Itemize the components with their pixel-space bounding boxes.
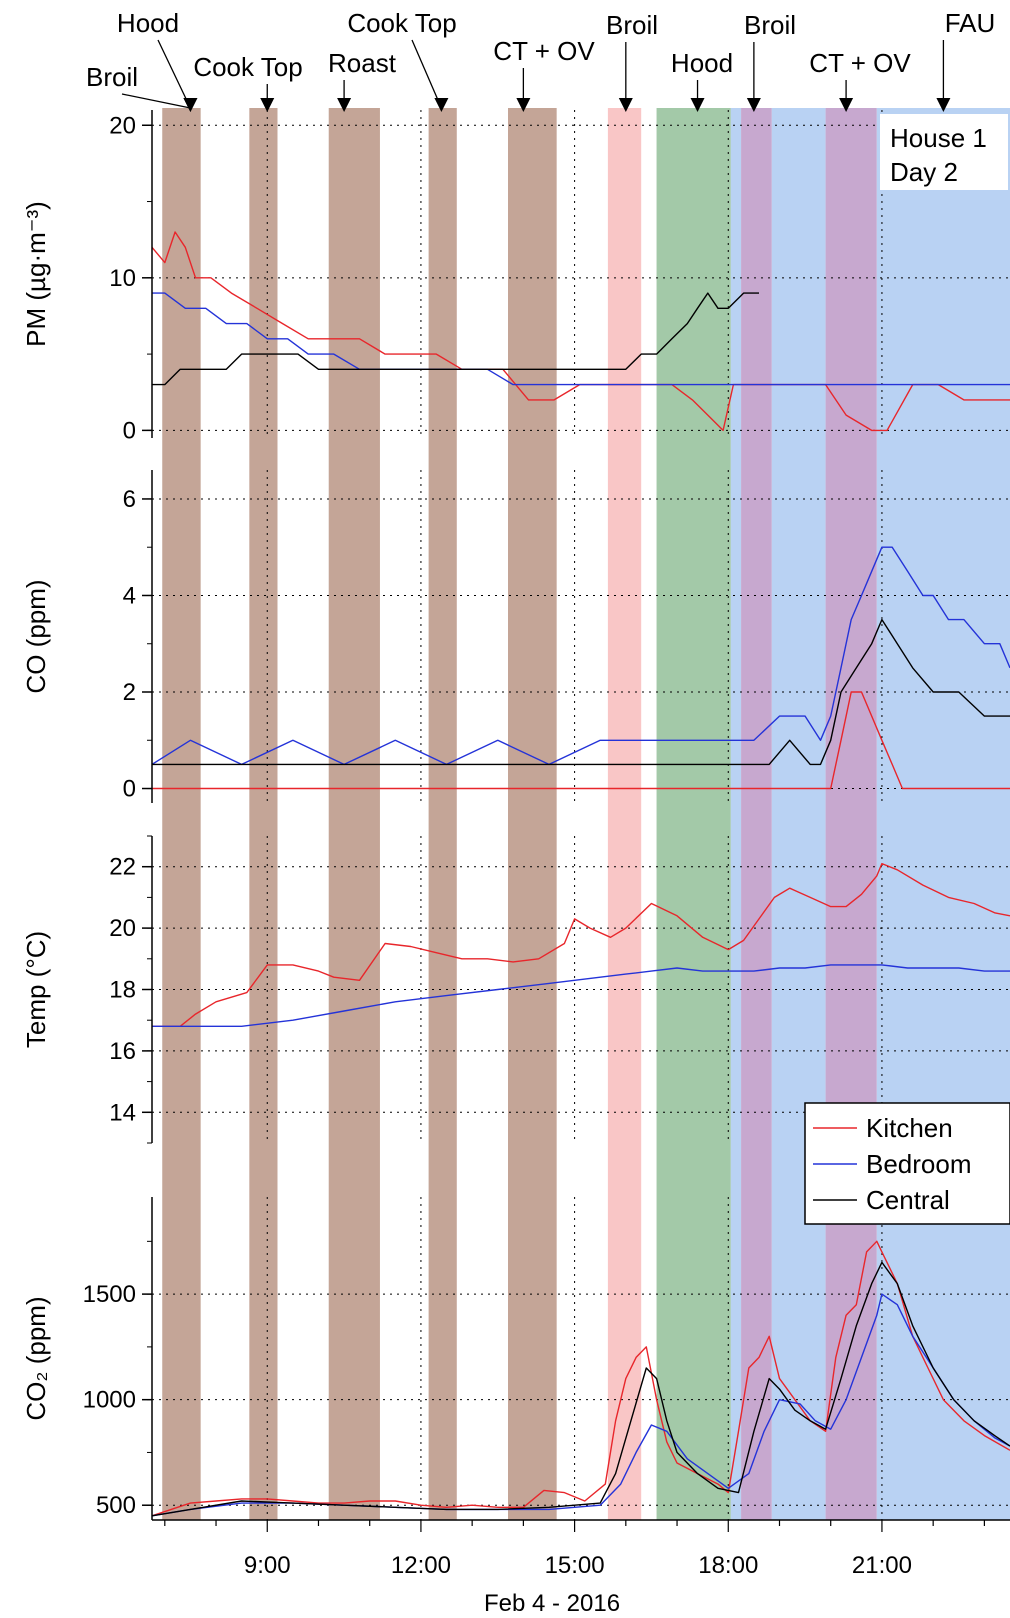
series-1-kitchen bbox=[152, 691, 1010, 790]
event-arrowhead-8 bbox=[746, 98, 761, 112]
shaded-period-1 bbox=[249, 108, 278, 1520]
xtick-label-1: 12:00 bbox=[391, 1552, 451, 1579]
series-0-bedroom bbox=[152, 292, 1010, 386]
event-label-5: CT + OV bbox=[493, 36, 595, 66]
event-arrowhead-6 bbox=[618, 98, 633, 112]
xtick-label-2: 15:00 bbox=[545, 1552, 605, 1579]
ytick-label-2-3: 20 bbox=[109, 915, 136, 942]
y-axis-label-3: CO₂ (ppm) bbox=[21, 1296, 51, 1420]
series-0-central bbox=[152, 292, 759, 386]
event-label-6: Broil bbox=[606, 10, 658, 40]
ytick-label-3-1: 1000 bbox=[83, 1387, 136, 1414]
event-label-4: Cook Top bbox=[347, 8, 456, 38]
event-label-7: Hood bbox=[671, 48, 733, 78]
shaded-period-11 bbox=[876, 108, 1010, 1520]
event-label-0: Broil bbox=[86, 62, 138, 92]
series-2-bedroom bbox=[152, 964, 1010, 1028]
ytick-label-3-2: 1500 bbox=[83, 1281, 136, 1308]
shaded-periods bbox=[162, 108, 1010, 1520]
house-label-line2: Day 2 bbox=[890, 157, 958, 187]
y-axis-label-0: PM (µg·m⁻³) bbox=[21, 201, 51, 347]
ytick-label-1-2: 4 bbox=[123, 582, 136, 609]
event-label-3: Roast bbox=[328, 48, 397, 78]
event-arrowhead-2 bbox=[260, 98, 275, 112]
shaded-period-0 bbox=[162, 108, 201, 1520]
ytick-label-2-0: 14 bbox=[109, 1099, 136, 1126]
shaded-period-2 bbox=[328, 108, 380, 1520]
event-label-1: Hood bbox=[117, 8, 179, 38]
ytick-label-0-1: 10 bbox=[109, 265, 136, 292]
shaded-period-8 bbox=[741, 108, 772, 1520]
ytick-label-2-2: 18 bbox=[109, 977, 136, 1004]
ytick-label-3-0: 500 bbox=[96, 1492, 136, 1519]
series-3-central bbox=[151, 1261, 1010, 1517]
series-2-kitchen bbox=[152, 862, 1010, 1028]
event-arrowhead-9 bbox=[839, 98, 854, 112]
event-label-10: FAU bbox=[945, 8, 996, 38]
y-axis-label-2: Temp (°C) bbox=[21, 931, 51, 1048]
event-label-9: CT + OV bbox=[809, 48, 911, 78]
xtick-label-3: 18:00 bbox=[698, 1552, 758, 1579]
event-arrowhead-7 bbox=[690, 98, 705, 112]
event-label-2: Cook Top bbox=[193, 52, 302, 82]
legend: Kitchen Bedroom Central bbox=[804, 1102, 1010, 1225]
x-axis-title: Feb 4 - 2016 bbox=[484, 1590, 620, 1617]
series-3-kitchen bbox=[151, 1240, 1010, 1517]
ytick-label-1-3: 6 bbox=[123, 486, 136, 513]
axes: 0 10 20 PM (µg·m⁻³) 0 2 4 6 CO (ppm) 14 16 18 20 22 Te… bbox=[21, 110, 1010, 1579]
ytick-label-1-0: 0 bbox=[123, 776, 136, 803]
legend-central: Central bbox=[866, 1185, 950, 1215]
event-arrow-4 bbox=[411, 39, 443, 109]
event-arrowhead-5 bbox=[516, 98, 531, 112]
gridlines bbox=[152, 110, 1010, 1520]
xtick-label-4: 21:00 bbox=[852, 1552, 912, 1579]
event-label-8: Broil bbox=[744, 10, 796, 40]
shaded-period-4 bbox=[508, 108, 557, 1520]
data-series bbox=[151, 231, 1010, 1517]
ytick-label-0-2: 20 bbox=[109, 112, 136, 139]
y-axis-label-1: CO (ppm) bbox=[21, 579, 51, 693]
house-label-line1: House 1 bbox=[890, 123, 987, 153]
xtick-label-0: 9:00 bbox=[244, 1552, 291, 1579]
ytick-label-1-1: 2 bbox=[123, 679, 136, 706]
shaded-period-6 bbox=[656, 108, 731, 1520]
event-arrowhead-10 bbox=[936, 98, 951, 112]
shaded-period-5 bbox=[607, 108, 642, 1520]
ytick-label-2-4: 22 bbox=[109, 854, 136, 881]
event-annotations: Broil Hood Cook Top Roast Cook Top CT + OV Bro… bbox=[86, 8, 995, 112]
legend-bedroom: Bedroom bbox=[866, 1149, 972, 1179]
series-1-bedroom bbox=[151, 546, 1010, 766]
shaded-period-10 bbox=[825, 108, 877, 1520]
event-arrowhead-4 bbox=[434, 98, 449, 112]
house-label-box: House 1 Day 2 bbox=[880, 114, 1008, 190]
event-arrow-1 bbox=[157, 39, 192, 109]
legend-kitchen: Kitchen bbox=[866, 1113, 953, 1143]
series-1-central bbox=[152, 618, 1010, 766]
ytick-label-0-0: 0 bbox=[123, 417, 136, 444]
event-arrowhead-1 bbox=[183, 98, 198, 112]
shaded-period-9 bbox=[771, 108, 826, 1520]
shaded-period-7 bbox=[730, 108, 742, 1520]
event-arrow-0 bbox=[121, 93, 191, 109]
shaded-period-3 bbox=[428, 108, 457, 1520]
event-arrowhead-3 bbox=[337, 98, 352, 112]
ytick-label-2-1: 16 bbox=[109, 1038, 136, 1065]
